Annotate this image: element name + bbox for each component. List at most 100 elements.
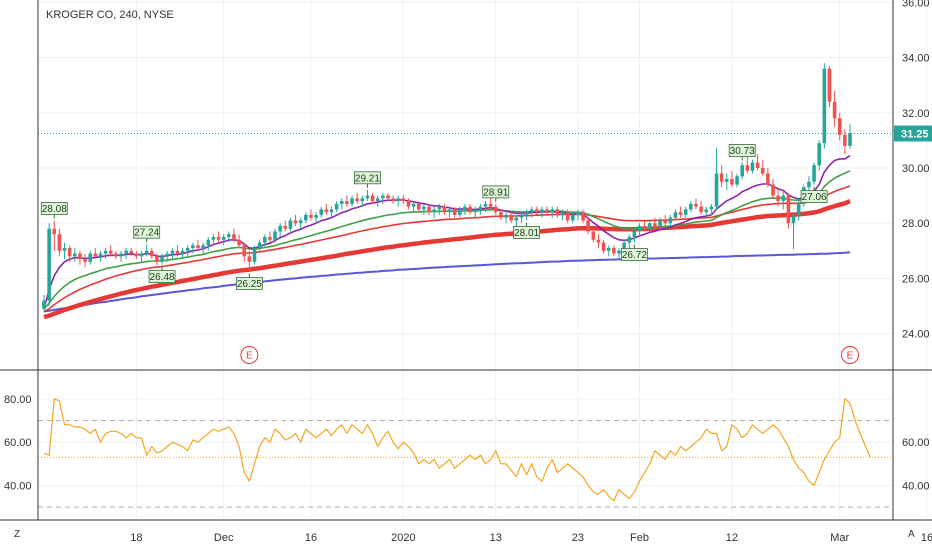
candle [196, 239, 200, 251]
candle-body [252, 248, 257, 262]
candle-body [524, 212, 529, 215]
candle-body [175, 250, 180, 254]
candle [375, 195, 380, 207]
candle [314, 212, 318, 224]
time-tick-label: Feb [630, 532, 649, 544]
candle-body [535, 209, 539, 213]
rsi-line [43, 398, 872, 502]
candle-body [730, 179, 734, 185]
candle [191, 242, 195, 254]
candle-body [483, 203, 488, 207]
candle-body [191, 245, 195, 249]
candle-body [606, 248, 611, 251]
candle [529, 206, 534, 218]
candle [155, 253, 159, 266]
price-callout: 28.91 [482, 185, 510, 202]
candle [576, 209, 580, 221]
rsi-tick-label-left: 80.00 [4, 394, 32, 406]
candle-body [304, 214, 308, 221]
candle [365, 189, 370, 202]
candle [632, 228, 637, 243]
candle [232, 228, 236, 243]
candle [396, 195, 401, 207]
candle-body [406, 201, 411, 207]
candle-body [62, 248, 67, 251]
earnings-marker[interactable]: E [841, 346, 859, 364]
candle-body [355, 198, 359, 202]
candle [252, 245, 257, 265]
price-callout: 30.73 [728, 144, 756, 161]
candle [653, 217, 657, 229]
candle [324, 203, 329, 215]
candle [139, 250, 144, 262]
candle-body [247, 256, 252, 262]
time-tick-label: 16 [921, 532, 932, 544]
candle-body [129, 250, 134, 254]
candle [216, 231, 221, 243]
candle-body [437, 206, 442, 210]
candle-body [540, 209, 544, 213]
price-pane[interactable]: 31.25 28.08 27.24 26.48 26.25 29.21 28.91 28.01… [38, 63, 932, 364]
candle-body [724, 179, 729, 182]
price-tick-label: 36.00 [902, 0, 930, 9]
candle [47, 223, 51, 306]
ema-fast-line [43, 154, 851, 310]
candle-body [329, 209, 334, 213]
candle [283, 220, 288, 232]
last-price-label: 31.25 [901, 129, 929, 141]
candle-body [565, 212, 570, 221]
candle [278, 223, 282, 237]
candle-body [668, 217, 673, 224]
price-callout-label: 28.91 [483, 187, 508, 198]
price-callout-label: 28.08 [42, 204, 67, 215]
candle-body [683, 209, 688, 215]
candle [78, 250, 82, 265]
candle [262, 234, 267, 249]
candle [540, 206, 544, 218]
candle [93, 248, 98, 260]
candle-body [689, 203, 693, 210]
candle [478, 203, 483, 215]
z-icon[interactable]: Z [14, 529, 20, 540]
candle [668, 214, 673, 226]
candle [185, 245, 190, 257]
candle-body [160, 256, 164, 262]
price-callout: 27.06 [800, 186, 828, 203]
candle-body [848, 133, 852, 146]
candle-body [334, 203, 339, 210]
candle-body [314, 214, 318, 218]
candle-body [221, 237, 226, 240]
candle [370, 192, 375, 204]
candle [206, 237, 211, 251]
candle [309, 209, 313, 221]
candle [175, 245, 180, 257]
a-icon[interactable]: A [908, 529, 915, 540]
candle [514, 214, 519, 226]
last-price-tag [894, 125, 932, 142]
rsi-pane[interactable]: 40.00 60.00 80.00 40.00 60.00 [4, 394, 930, 508]
candle [355, 192, 359, 204]
candle [273, 228, 277, 243]
candle-body [257, 242, 262, 249]
candle [627, 234, 632, 249]
candle [103, 248, 108, 260]
candle [781, 190, 786, 210]
candle-body [488, 203, 493, 207]
earnings-marker[interactable]: E [240, 346, 259, 364]
candle [647, 220, 652, 232]
candle-body [504, 214, 508, 218]
candle [298, 217, 303, 229]
candle-body [596, 239, 601, 243]
price-callout: 28.01 [513, 222, 540, 239]
candle-body [319, 209, 324, 215]
candle-body [370, 195, 375, 202]
candle [714, 147, 719, 210]
candle [740, 162, 744, 180]
candle-body [843, 134, 847, 146]
candle [381, 192, 385, 204]
candle-body [119, 253, 123, 257]
candle-body [519, 214, 524, 218]
candle-body [581, 212, 585, 221]
